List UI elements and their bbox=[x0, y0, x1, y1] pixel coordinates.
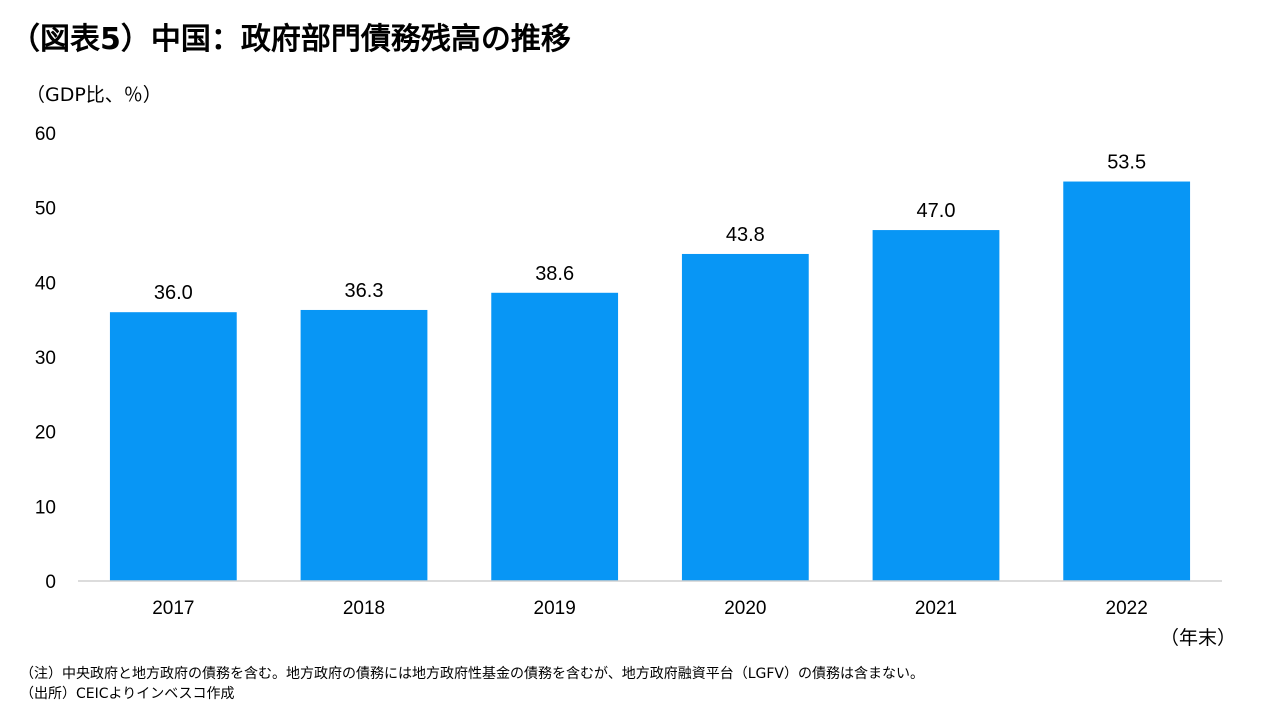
x-tick-label-2020: 2020 bbox=[724, 598, 766, 619]
value-labels: 36.0 36.3 38.6 43.8 47.0 53.5 bbox=[154, 152, 1146, 305]
y-axis-ticks: 0 10 20 30 40 50 60 bbox=[35, 124, 56, 593]
value-label-2022: 53.5 bbox=[1107, 152, 1146, 174]
bars bbox=[109, 181, 1191, 582]
chart-title: （図表5）中国：政府部門債務残高の推移 bbox=[10, 22, 571, 57]
value-label-2017: 36.0 bbox=[154, 282, 193, 304]
note-text: （注）中央政府と地方政府の債務を含む。地方政府の債務には地方政府性基金の債務を含… bbox=[20, 666, 924, 682]
y-tick-label: 40 bbox=[35, 273, 56, 294]
x-tick-label-2021: 2021 bbox=[915, 598, 957, 619]
value-label-2021: 47.0 bbox=[917, 200, 956, 222]
x-tick-label-2018: 2018 bbox=[343, 598, 385, 619]
y-tick-label: 30 bbox=[35, 348, 56, 369]
bar-2018 bbox=[300, 309, 428, 581]
y-tick-label: 20 bbox=[35, 423, 56, 444]
value-label-2018: 36.3 bbox=[345, 280, 384, 302]
y-tick-label: 60 bbox=[35, 124, 56, 145]
y-tick-label: 0 bbox=[45, 572, 56, 593]
bar-2019 bbox=[491, 292, 619, 581]
bar-2021 bbox=[872, 230, 1000, 582]
y-tick-label: 50 bbox=[35, 199, 56, 220]
x-tick-label-2019: 2019 bbox=[534, 598, 576, 619]
y-axis-unit-label: （GDP比、％） bbox=[26, 84, 162, 106]
x-axis-ticks: 2017 2018 2019 2020 2021 2022 bbox=[152, 598, 1148, 619]
bar-2017 bbox=[109, 312, 237, 581]
x-tick-label-2017: 2017 bbox=[152, 598, 194, 619]
source-text: （出所）CEICよりインベスコ作成 bbox=[20, 686, 235, 702]
x-tick-label-2022: 2022 bbox=[1106, 598, 1148, 619]
value-label-2020: 43.8 bbox=[726, 224, 765, 246]
value-label-2019: 38.6 bbox=[535, 263, 574, 285]
bar-2020 bbox=[681, 253, 809, 581]
x-axis-unit-label: （年末） bbox=[1160, 627, 1237, 649]
y-tick-label: 10 bbox=[35, 497, 56, 518]
bar-2022 bbox=[1063, 181, 1191, 582]
footnotes: （注）中央政府と地方政府の債務を含む。地方政府の債務には地方政府性基金の債務を含… bbox=[20, 664, 924, 704]
